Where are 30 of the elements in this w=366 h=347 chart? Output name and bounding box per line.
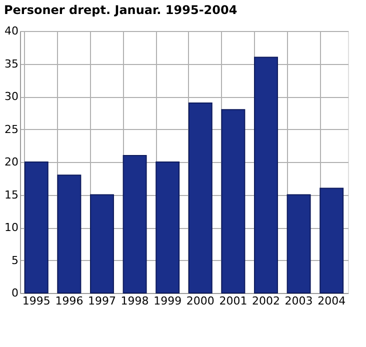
y-tick-label: 15 (4, 188, 18, 202)
y-tick-label: 30 (4, 90, 18, 103)
bar (122, 154, 147, 294)
y-tick-label: 40 (4, 24, 18, 38)
x-tick-label: 2001 (219, 294, 248, 308)
bar (221, 109, 246, 294)
bar (286, 194, 311, 294)
chart-title: Personer drept. Januar. 1995-2004 (4, 3, 238, 17)
bar (320, 188, 344, 294)
bar (90, 194, 114, 294)
x-tick-label: 1999 (154, 294, 182, 308)
bar (24, 162, 48, 294)
x-tick-label: 2000 (186, 294, 214, 308)
x-tick-label: 1996 (55, 294, 84, 308)
bar (254, 56, 278, 294)
y-tick-label: 25 (4, 122, 18, 136)
x-tick-label: 2003 (284, 294, 313, 308)
y-tick-label: 35 (4, 57, 18, 70)
x-tick-label: 1997 (88, 294, 116, 308)
x-tick-label: 2002 (252, 294, 280, 308)
x-tick-label: 1998 (120, 294, 149, 308)
y-tick-label: 0 (12, 286, 18, 300)
bar (156, 162, 180, 294)
y-tick-label: 20 (4, 156, 18, 168)
bar (188, 102, 212, 294)
x-tick-label: 2004 (318, 294, 346, 308)
bar (57, 174, 82, 294)
x-tick-label: 1995 (22, 294, 50, 308)
y-tick-label: 5 (12, 254, 18, 267)
y-tick-label: 10 (4, 221, 18, 234)
